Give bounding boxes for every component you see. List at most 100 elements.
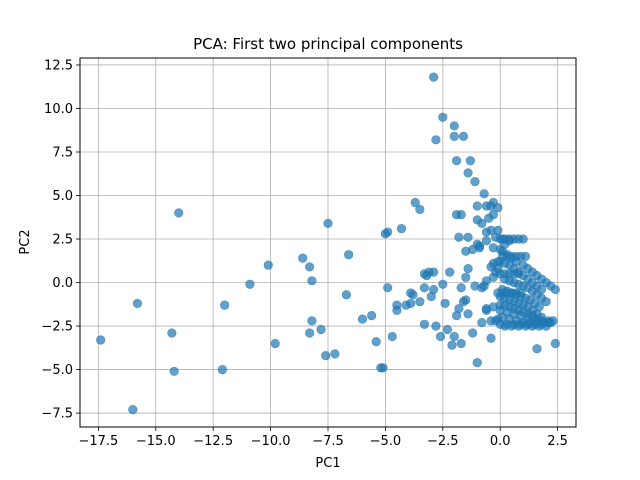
data-point <box>472 201 482 211</box>
data-point <box>550 284 560 295</box>
data-point <box>472 357 482 368</box>
data-point <box>463 232 473 242</box>
data-point <box>456 283 466 293</box>
data-point <box>383 283 393 293</box>
data-point <box>468 328 478 338</box>
data-point <box>392 300 402 310</box>
data-point <box>541 297 551 307</box>
y-tick-label: −7.5 <box>41 407 73 422</box>
data-point <box>449 331 459 342</box>
data-point <box>474 241 485 251</box>
data-point <box>479 189 489 199</box>
data-point <box>442 324 453 335</box>
data-point <box>419 283 430 293</box>
data-point <box>387 331 397 342</box>
data-point <box>516 288 526 298</box>
data-point <box>408 290 418 300</box>
data-point <box>449 131 459 141</box>
data-point <box>454 232 464 242</box>
data-point <box>431 135 441 145</box>
data-point <box>541 321 551 331</box>
data-point <box>270 338 280 349</box>
data-point <box>330 349 340 359</box>
data-point <box>321 351 331 361</box>
data-point <box>415 204 425 215</box>
data-point <box>493 203 503 213</box>
data-point <box>465 156 475 166</box>
data-point <box>344 250 354 260</box>
data-point <box>128 404 138 415</box>
data-point <box>305 328 315 338</box>
data-point <box>518 234 528 244</box>
data-point <box>132 298 143 309</box>
data-point <box>458 297 469 307</box>
y-tick-label: 0.0 <box>52 276 73 291</box>
data-point <box>447 340 457 350</box>
data-point <box>454 304 464 314</box>
data-point <box>550 338 560 349</box>
data-point <box>481 227 492 237</box>
chart-title: PCA: First two principal components <box>193 35 463 53</box>
data-point <box>383 227 393 237</box>
x-tick-label: −12.5 <box>193 434 233 449</box>
data-point <box>520 251 531 262</box>
y-tick-label: 5.0 <box>52 189 73 204</box>
data-point <box>298 253 308 263</box>
data-point <box>378 363 388 373</box>
data-point <box>357 314 368 324</box>
x-tick-label: −15.0 <box>136 434 176 449</box>
x-tick-label: −17.5 <box>78 434 118 449</box>
data-point <box>220 300 230 310</box>
data-point <box>456 338 466 349</box>
data-point <box>307 316 317 326</box>
data-point <box>406 298 416 309</box>
data-points <box>96 72 560 415</box>
data-point <box>440 298 450 309</box>
data-point <box>481 236 492 246</box>
data-point <box>486 333 496 343</box>
data-point <box>477 317 487 328</box>
y-tick-label: −5.0 <box>41 363 73 378</box>
data-point <box>341 290 351 300</box>
y-axis: −7.5 −5.0 −2.5 0.0 2.5 5.0 7.5 10.0 12.5 <box>41 58 80 422</box>
data-point <box>96 335 106 345</box>
data-point <box>445 267 455 277</box>
x-tick-label: −7.5 <box>312 434 344 449</box>
data-point <box>477 218 487 228</box>
data-point <box>470 176 480 187</box>
x-tick-label: 2.5 <box>547 434 568 449</box>
data-point <box>463 168 473 178</box>
data-point <box>435 331 446 342</box>
x-axis-title: PC1 <box>315 456 340 471</box>
data-point <box>305 262 315 272</box>
x-tick-label: 0.0 <box>490 434 511 449</box>
data-point <box>419 319 430 329</box>
data-point <box>495 300 505 310</box>
data-point <box>323 218 333 228</box>
data-point <box>174 208 184 218</box>
data-point <box>245 279 255 289</box>
data-point <box>371 337 381 347</box>
data-point <box>532 344 542 354</box>
x-axis: −17.5 −15.0 −12.5 −10.0 −7.5 −5.0 −2.5 0.0 2.5 <box>78 427 568 449</box>
data-point <box>513 269 524 279</box>
data-point <box>316 324 326 335</box>
data-point <box>307 276 317 286</box>
data-point <box>217 364 227 375</box>
data-point <box>463 309 473 319</box>
data-point <box>415 297 425 307</box>
data-point <box>431 321 441 331</box>
data-point <box>396 223 407 234</box>
data-point <box>169 366 179 376</box>
data-point <box>438 112 448 122</box>
data-point <box>463 264 473 274</box>
data-point <box>456 210 466 220</box>
data-point <box>493 314 503 324</box>
data-point <box>548 316 558 326</box>
y-axis-title: PC2 <box>18 229 33 254</box>
x-tick-label: −5.0 <box>370 434 402 449</box>
data-point <box>263 260 273 270</box>
data-point <box>458 131 469 141</box>
